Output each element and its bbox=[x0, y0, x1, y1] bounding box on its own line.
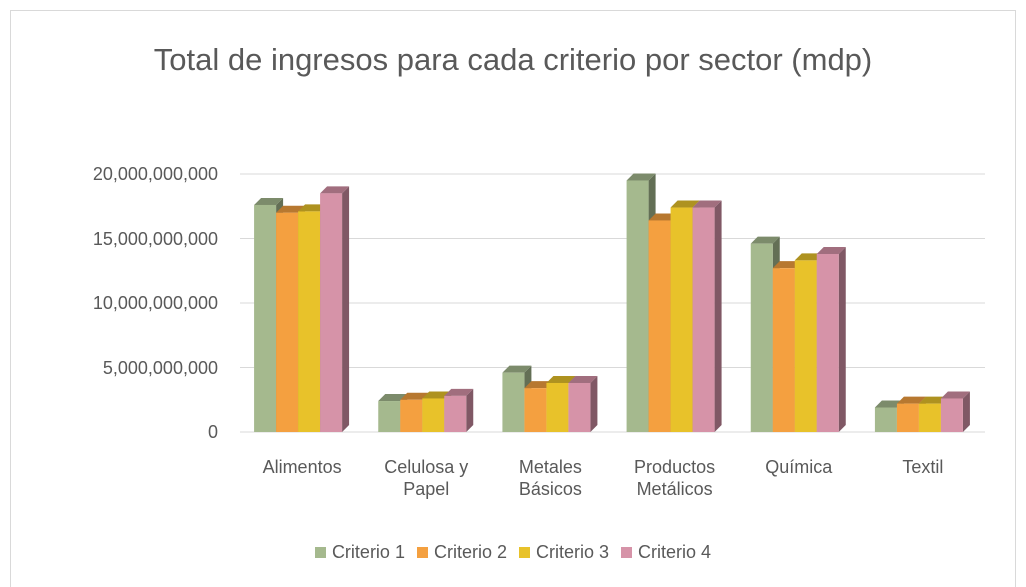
bar-side bbox=[838, 246, 846, 432]
bar bbox=[692, 200, 722, 432]
bar-front bbox=[568, 382, 591, 432]
bar-top bbox=[772, 261, 802, 269]
bar-front bbox=[320, 193, 343, 432]
bar-top bbox=[940, 391, 970, 399]
bar-front bbox=[546, 382, 569, 432]
y-tick-label: 15,000,000,000 bbox=[92, 228, 218, 249]
bar-top bbox=[422, 391, 452, 399]
legend-item: Criterio 1 bbox=[314, 542, 405, 563]
legend-swatch bbox=[519, 547, 530, 558]
bar-top bbox=[918, 396, 948, 404]
legend-label: Criterio 1 bbox=[331, 542, 405, 562]
bar-top bbox=[276, 205, 306, 213]
bar bbox=[320, 186, 350, 432]
bar-top bbox=[524, 381, 554, 389]
y-tick-label: 0 bbox=[207, 422, 218, 442]
bar-front bbox=[378, 401, 401, 432]
x-tick-label: Celulosa y Papel bbox=[384, 457, 469, 499]
bar bbox=[568, 375, 598, 432]
bar-top bbox=[794, 253, 824, 261]
legend: Criterio 1 Criterio 2 Criterio 3 Criterio 4 bbox=[0, 542, 1026, 563]
legend-swatch bbox=[314, 547, 326, 558]
bar-top bbox=[546, 375, 576, 383]
bar-front bbox=[648, 220, 671, 432]
bar-top bbox=[378, 394, 408, 402]
bar-front bbox=[816, 253, 839, 432]
bar-front bbox=[918, 403, 941, 432]
bar-front bbox=[422, 398, 445, 432]
bar bbox=[816, 246, 846, 432]
bar-top bbox=[750, 236, 780, 244]
bar-top bbox=[670, 200, 700, 208]
x-tick-label: Productos Metálicos bbox=[634, 457, 716, 499]
y-tick-label: 20,000,000,000 bbox=[92, 164, 218, 184]
x-tick-label: Química bbox=[765, 457, 833, 477]
bar-top bbox=[874, 400, 904, 408]
bar-top bbox=[502, 365, 532, 373]
legend-item: Criterio 4 bbox=[621, 542, 711, 563]
bar-front bbox=[626, 180, 649, 432]
bar-top bbox=[626, 173, 656, 181]
bar-top bbox=[896, 396, 926, 404]
bar-front bbox=[670, 207, 693, 432]
bar-front bbox=[276, 212, 299, 432]
bar-top bbox=[816, 246, 846, 254]
bar-front bbox=[524, 388, 547, 432]
legend-label: Criterio 4 bbox=[638, 542, 712, 562]
bar bbox=[940, 391, 970, 432]
bar-side bbox=[962, 391, 970, 432]
bar-top bbox=[400, 392, 430, 400]
chart-border bbox=[10, 10, 1016, 587]
bar-front bbox=[444, 395, 467, 432]
bar-front bbox=[298, 211, 321, 432]
bar-front bbox=[750, 243, 773, 432]
bar-front bbox=[940, 398, 963, 432]
bar-top bbox=[444, 388, 474, 396]
bar-side bbox=[590, 375, 598, 432]
legend-item: Criterio 3 bbox=[519, 542, 609, 563]
bar-front bbox=[874, 407, 897, 432]
bar-front bbox=[772, 268, 795, 432]
legend-swatch bbox=[416, 547, 428, 558]
bar-top bbox=[254, 197, 284, 205]
legend-swatch bbox=[621, 547, 633, 558]
legend-item: Criterio 2 bbox=[416, 542, 507, 563]
bar-top bbox=[298, 204, 328, 212]
bar-top bbox=[320, 186, 350, 194]
bar-front bbox=[896, 403, 919, 432]
bar-front bbox=[254, 204, 277, 432]
bar-top bbox=[568, 375, 598, 383]
bar bbox=[444, 388, 474, 432]
y-tick-label: 5,000,000,000 bbox=[102, 357, 218, 378]
bar-front bbox=[502, 372, 525, 432]
bar-side bbox=[714, 200, 722, 432]
bar-front bbox=[692, 207, 715, 432]
legend-label: Criterio 3 bbox=[536, 542, 610, 562]
x-tick-label: Metales Básicos bbox=[518, 457, 582, 499]
bar-side bbox=[342, 186, 350, 432]
x-tick-label: Textil bbox=[902, 457, 944, 477]
bar-front bbox=[794, 260, 817, 432]
bar-top bbox=[648, 213, 678, 221]
y-tick-label: 10,000,000,000 bbox=[92, 293, 218, 313]
bar-top bbox=[692, 200, 722, 208]
x-tick-label: Alimentos bbox=[262, 457, 342, 477]
legend-label: Criterio 2 bbox=[433, 542, 507, 562]
bar-side bbox=[466, 388, 474, 432]
chart-title: Total de ingresos para cada criterio por… bbox=[153, 42, 873, 77]
bar-front bbox=[400, 399, 423, 432]
